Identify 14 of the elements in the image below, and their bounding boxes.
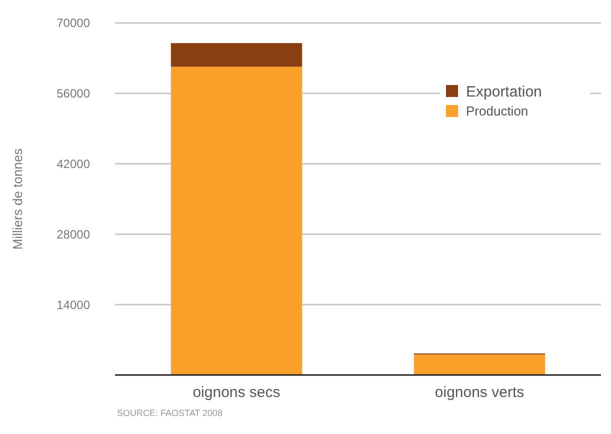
y-tick-label: 70000 (56, 16, 90, 30)
y-tick-label: 28000 (56, 227, 90, 242)
bar (170, 43, 302, 67)
bar (414, 354, 546, 375)
legend-label: Exportation (466, 83, 542, 100)
y-tick-label: 42000 (56, 157, 90, 171)
bar (170, 66, 302, 375)
x-tick-label: oignons verts (434, 384, 524, 401)
y-tick-label: 56000 (56, 86, 90, 101)
y-tick-label: 14000 (56, 298, 90, 312)
source-note: SOURCE: FAOSTAT 2008 (117, 408, 223, 418)
legend-label: Production (466, 104, 528, 119)
y-axis-title: Milliers de tonnes (10, 148, 25, 250)
x-tick-label: oignons secs (192, 384, 280, 401)
